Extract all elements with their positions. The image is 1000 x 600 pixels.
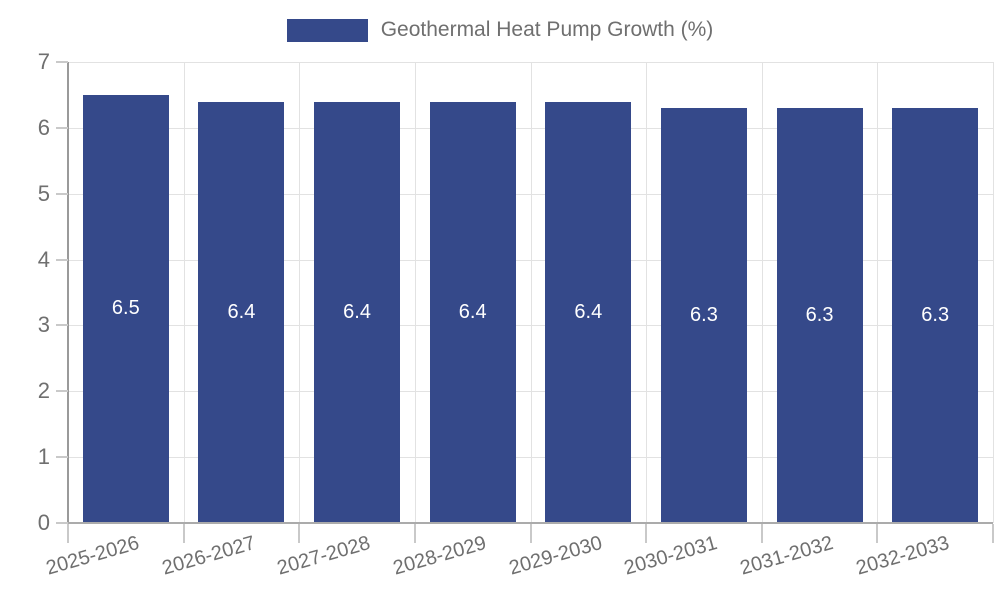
x-tick-mark	[645, 524, 648, 543]
bar-value-label: 6.3	[921, 304, 950, 327]
legend-label: Geothermal Heat Pump Growth (%)	[380, 18, 714, 41]
y-tick-mark	[56, 61, 68, 63]
bar-2025-2026: 6.5	[82, 94, 169, 523]
x-tick-label: 2029-2030	[506, 532, 605, 580]
x-gridline	[877, 62, 879, 523]
x-tick-label: 2026-2027	[159, 532, 258, 580]
bar-2032-2033: 6.3	[892, 108, 979, 523]
x-tick-mark	[298, 524, 301, 543]
y-tick-label: 5	[37, 180, 50, 206]
legend: Geothermal Heat Pump Growth (%)	[0, 14, 1000, 46]
bar-2027-2028: 6.4	[314, 101, 401, 523]
y-tick-label: 2	[37, 378, 50, 404]
y-tick-mark	[56, 258, 68, 261]
bar-value-label: 6.5	[111, 297, 140, 320]
x-tick-mark	[992, 524, 994, 543]
x-tick-label: 2030-2031	[621, 532, 721, 580]
y-tick-mark	[56, 522, 68, 524]
x-tick-label: 2025-2026	[43, 532, 142, 580]
x-gridline	[183, 62, 185, 523]
y-tick-label: 7	[37, 49, 50, 74]
x-gridline	[299, 62, 301, 523]
y-axis-line	[67, 62, 69, 543]
y-tick-label: 0	[37, 510, 50, 535]
y-tick-mark	[56, 456, 68, 459]
bar-2026-2027: 6.4	[198, 101, 285, 523]
bar-value-label: 6.3	[805, 304, 834, 327]
y-tick-label: 4	[37, 246, 50, 272]
legend-swatch	[286, 18, 368, 42]
x-gridline	[530, 62, 532, 523]
x-tick-mark	[67, 524, 69, 543]
bar-2031-2032: 6.3	[776, 108, 863, 523]
x-axis-line	[56, 522, 993, 524]
x-tick-mark	[876, 524, 879, 543]
bar-2028-2029: 6.4	[429, 101, 516, 523]
y-tick-mark	[56, 390, 68, 393]
x-tick-label: 2031-2032	[737, 532, 836, 580]
y-tick-label: 6	[37, 114, 50, 140]
bar-value-label: 6.4	[574, 300, 603, 323]
bar-value-label: 6.4	[343, 300, 371, 323]
x-tick-mark	[760, 524, 763, 543]
x-gridline	[993, 62, 994, 523]
bar-value-label: 6.4	[227, 300, 256, 323]
plot-area: 6.5 6.4 6.4 6.4 6.4 6.3 6.3 6.3	[68, 62, 994, 523]
bar-value-label: 6.4	[458, 300, 487, 323]
x-tick-mark	[413, 524, 416, 543]
x-gridline	[646, 62, 648, 523]
y-tick-label: 1	[37, 444, 50, 470]
x-gridline	[414, 62, 416, 523]
bar-2030-2031: 6.3	[660, 108, 747, 523]
x-tick-mark	[529, 524, 532, 543]
bar-value-label: 6.3	[690, 304, 718, 327]
x-gridline	[761, 62, 763, 523]
x-tick-label: 2027-2028	[275, 532, 374, 580]
y-tick-label: 3	[37, 312, 50, 338]
y-tick-mark	[56, 126, 68, 129]
bar-2029-2030: 6.4	[545, 101, 632, 523]
y-tick-mark	[56, 192, 68, 195]
y-tick-mark	[56, 324, 68, 327]
x-tick-label: 2032-2033	[853, 532, 952, 580]
x-tick-label: 2028-2029	[390, 532, 489, 580]
x-tick-mark	[182, 524, 185, 543]
